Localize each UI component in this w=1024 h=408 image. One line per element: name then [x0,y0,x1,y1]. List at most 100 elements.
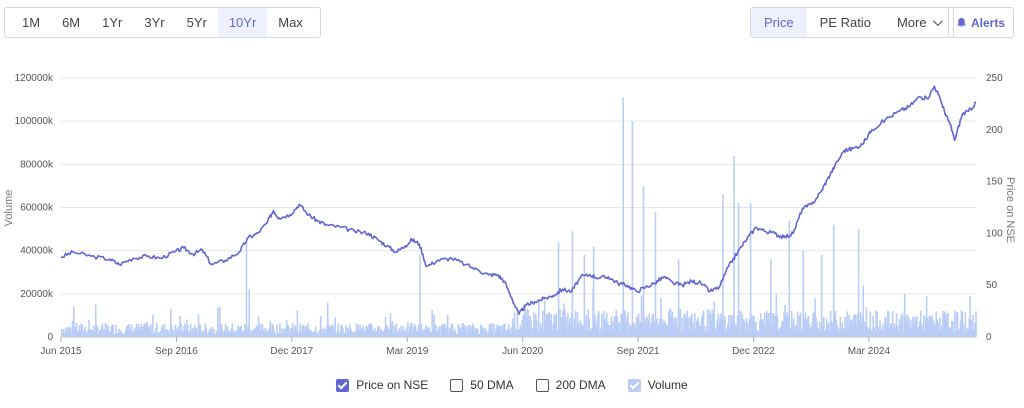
volume-bar [92,331,94,337]
volume-bar [818,331,820,337]
volume-bar [617,324,620,337]
volume-bar [808,323,811,337]
volume-bar [918,320,921,337]
legend-item-price-on-nse[interactable]: Price on NSE [336,378,428,392]
volume-bar [361,327,364,337]
range-button-5yr[interactable]: 5Yr [186,15,207,30]
volume-bar [537,299,540,337]
alerts-button[interactable]: Alerts [948,7,1014,38]
volume-bar [280,334,282,337]
volume-bar [325,326,328,337]
volume-bar [569,317,571,337]
volume-bar [765,310,768,337]
legend-item-volume[interactable]: Volume [627,378,688,392]
volume-bar [530,321,532,337]
volume-bar [465,325,467,337]
x-tick-label: Sep 2016 [155,346,198,357]
volume-bar [879,320,881,337]
volume-bar [368,323,370,337]
legend-item-200-dma[interactable]: 200 DMA [535,378,606,392]
volume-bar [455,334,458,337]
range-button-1m[interactable]: 1M [22,15,41,30]
volume-bar [335,333,337,337]
metric-label: More [896,15,927,30]
volume-bar [601,331,604,337]
volume-bar [393,325,396,337]
y-left-tick-label: 120000k [15,73,54,84]
volume-bar [703,331,706,337]
volume-bar [689,316,691,337]
metric-button-pe-ratio[interactable]: PE Ratio [807,8,884,37]
volume-bar [616,315,619,337]
range-button-1yr[interactable]: 1Yr [102,15,123,30]
legend-item-50-dma[interactable]: 50 DMA [450,378,514,392]
volume-bar [420,323,423,337]
volume-bar [667,311,670,337]
volume-bar [485,331,488,337]
volume-bar [184,323,186,337]
volume-bar [909,319,911,337]
metric-button-more[interactable]: More [884,8,953,37]
volume-bar [489,323,492,337]
range-button-max[interactable]: Max [278,15,303,30]
volume-bar [737,203,740,337]
volume-bar [448,327,451,337]
volume-bar [326,302,329,337]
range-button-6m[interactable]: 6M [62,15,81,30]
volume-bar [161,324,164,337]
volume-bar [696,320,698,337]
volume-bar [241,331,243,337]
volume-bar [642,185,645,337]
volume-bar [253,328,256,337]
volume-bar [501,332,503,337]
volume-bar [710,320,713,337]
volume-bar [605,312,608,337]
volume-bar [733,155,735,337]
volume-bar [693,331,695,337]
volume-bar [613,316,616,337]
volume-bar [924,317,927,337]
volume-bar [268,328,271,337]
volume-bar [274,333,276,337]
volume-bar [167,330,170,337]
volume-bar [966,328,969,337]
checkbox-icon[interactable] [535,378,549,392]
volume-bar [607,324,610,337]
volume-bar [970,320,972,337]
volume-bar [445,328,448,337]
volume-bar [190,330,193,337]
volume-bar [800,330,803,337]
volume-bar [714,327,717,337]
volume-bar [791,310,793,337]
volume-bar [892,326,895,337]
volume-bar [692,321,694,337]
volume-bar [676,328,679,337]
volume-bar [755,321,757,337]
checkbox-icon[interactable] [627,378,641,392]
volume-bar [380,329,383,337]
volume-bar [741,314,744,337]
volume-bar [395,323,398,337]
volume-bar [657,323,659,337]
volume-bar [316,333,319,337]
volume-bar [661,318,663,337]
volume-bar [715,330,717,337]
metric-button-price[interactable]: Price [751,8,807,37]
metric-label: Price [764,15,794,30]
range-button-3yr[interactable]: 3Yr [144,15,165,30]
volume-bar [439,325,441,337]
volume-bar [114,334,116,337]
volume-bar [580,323,583,337]
volume-bar [411,333,414,337]
volume-bar [142,326,145,337]
volume-bar [795,324,798,337]
volume-bar [753,315,755,337]
checkbox-icon[interactable] [450,378,464,392]
checkbox-icon[interactable] [336,378,350,392]
volume-bar [776,315,779,337]
volume-bar [312,332,314,337]
volume-bar [520,327,523,337]
range-button-10yr[interactable]: 10Yr [217,8,268,37]
volume-bar [279,322,281,337]
volume-bar [289,328,292,337]
